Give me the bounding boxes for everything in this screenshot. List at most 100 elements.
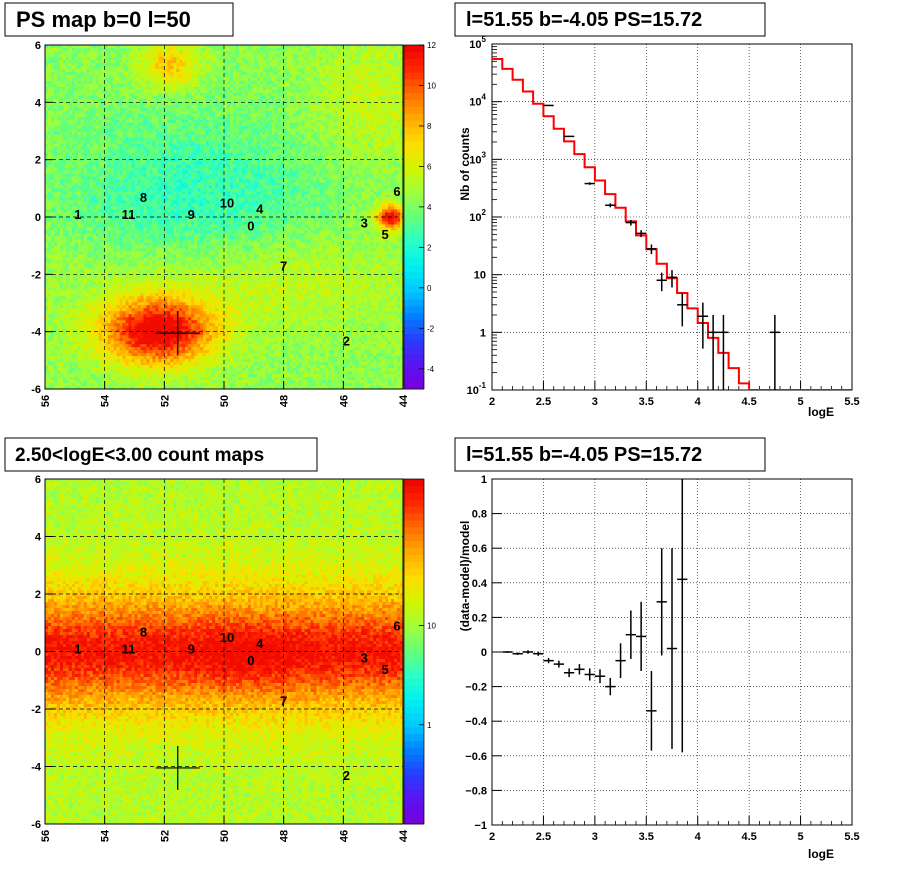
ps-map-cell (319, 140, 323, 145)
ps-map-cell (373, 71, 377, 76)
ps-map-cell (65, 92, 70, 97)
ps-map-cell (176, 95, 180, 100)
ps-map-cell (197, 146, 201, 151)
ps-map-cell (397, 158, 401, 163)
ps-map-cell (232, 53, 237, 58)
ps-map-cell (325, 152, 329, 157)
ps-map-cell (101, 65, 106, 70)
ps-map-cell (209, 164, 213, 169)
ps-map-cell (346, 80, 350, 85)
ps-map-cell (167, 161, 171, 166)
ps-map-cell (119, 98, 123, 103)
ps-map-cell (376, 74, 380, 79)
ps-map-cell (316, 122, 320, 127)
ps-map-cell (134, 131, 138, 136)
ps-map-cell (119, 113, 123, 118)
ps-map-cell (98, 104, 103, 109)
ps-map-cell (346, 149, 350, 154)
ps-map-cell (388, 128, 392, 133)
ps-map-cell (134, 134, 138, 139)
ps-map-cell (155, 53, 159, 58)
ps-map-cell (197, 95, 201, 100)
ps-map-cell (352, 53, 356, 58)
ps-map-cell (373, 62, 377, 67)
ps-map-cell (56, 62, 61, 67)
ps-map-cell (221, 77, 225, 82)
ps-map-cell (376, 140, 380, 145)
ps-map-cell (65, 104, 70, 109)
ps-map-cell (179, 65, 183, 70)
ps-map-cell (86, 74, 91, 79)
ps-map-cell (394, 128, 398, 133)
ps-map-cell (310, 140, 314, 145)
ps-map-cell (197, 134, 201, 139)
ps-map-cell (113, 89, 117, 94)
ps-map-cell (400, 86, 403, 91)
ps-map-cell (313, 149, 317, 154)
ps-map-cell (164, 161, 168, 166)
ps-map-cell (334, 107, 338, 112)
ps-map-cell (152, 140, 156, 145)
ps-map-cell (68, 164, 73, 169)
ps-map-cell (232, 119, 237, 124)
ps-map-cell (50, 50, 55, 55)
ps-map-cell (74, 95, 79, 100)
ps-map-cell (262, 113, 267, 118)
ps-map-cell (104, 164, 109, 169)
ps-map-cell (188, 92, 192, 97)
ps-map-cell (209, 65, 213, 70)
ps-map-cell (349, 113, 353, 118)
ps-map-cell (206, 125, 210, 130)
ps-map-cell (215, 104, 219, 109)
ps-map-cell (68, 53, 73, 58)
ps-map-cell (352, 116, 356, 121)
ps-map-cell (283, 71, 288, 76)
ps-map-cell (286, 101, 291, 106)
ps-map-cell (349, 161, 353, 166)
ps-map-cell (95, 110, 100, 115)
ps-map-cell (71, 164, 76, 169)
ps-map-cell (337, 92, 341, 97)
ps-map-cell (331, 161, 335, 166)
ps-map-cell (343, 101, 347, 106)
ps-map-cell (221, 143, 225, 148)
ps-map-cell (349, 149, 353, 154)
ps-map-cell (247, 65, 252, 70)
ps-map-cell (247, 50, 252, 55)
ps-map-cell (256, 152, 261, 157)
ps-map-cell (280, 95, 285, 100)
ps-map-cell (59, 164, 64, 169)
ps-map-cell (388, 45, 392, 49)
ps-map-cell (59, 131, 64, 136)
ps-map-cell (313, 155, 317, 160)
ps-map-cell (307, 71, 311, 76)
ps-map-cell (224, 83, 228, 88)
ps-map-cell (83, 86, 88, 91)
ps-map-cell (95, 137, 100, 142)
ps-map-cell (47, 146, 52, 151)
ps-map-cell (152, 104, 156, 109)
ps-map-cell (274, 104, 279, 109)
ps-map-cell (116, 116, 120, 121)
ps-map-cell (274, 119, 279, 124)
ps-map-cell (295, 140, 299, 145)
ps-map-cell (101, 53, 106, 58)
ps-map-cell (283, 131, 288, 136)
ps-map-cell (265, 113, 270, 118)
ps-map-cell (134, 122, 138, 127)
ps-map-cell (367, 95, 371, 100)
ps-map-cell (229, 50, 234, 55)
ps-map-cell (331, 164, 335, 169)
ps-map-cell (164, 80, 168, 85)
ps-map-cell (355, 104, 359, 109)
ps-map-cell (77, 101, 82, 106)
ps-map-cell (334, 80, 338, 85)
ps-map-cell (358, 158, 362, 163)
ps-map-cell (313, 119, 317, 124)
ps-map-cell (149, 104, 153, 109)
ps-map-cell (62, 45, 67, 49)
ps-map-cell (313, 110, 317, 115)
ps-map-cell (289, 92, 294, 97)
ps-map-cell (131, 74, 135, 79)
ps-map-cell (259, 119, 264, 124)
